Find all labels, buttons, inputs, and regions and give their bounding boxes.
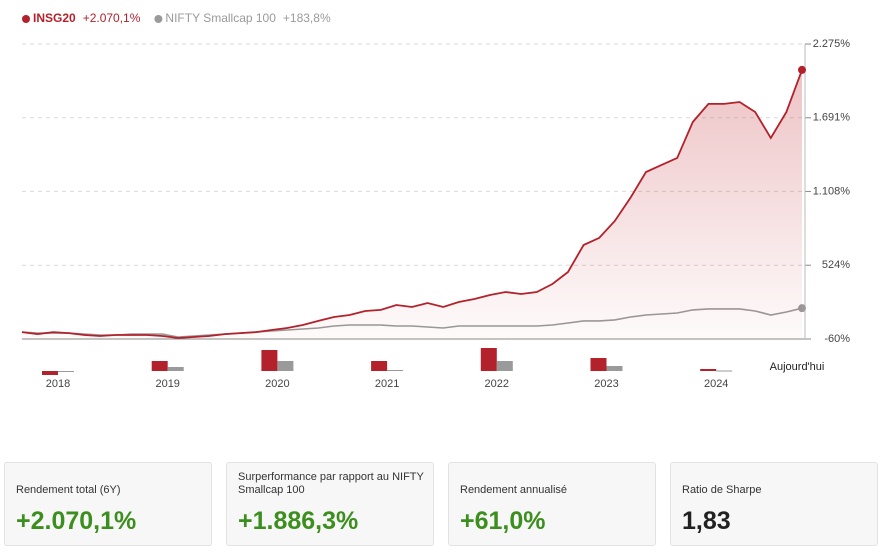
x-tick-label: 2023: [594, 378, 618, 390]
annual-bar: [261, 350, 278, 371]
annual-bar: [371, 361, 388, 371]
y-tick-label: 524%: [822, 259, 850, 271]
legend-dot: [22, 15, 30, 23]
stat-value: +61,0%: [460, 507, 546, 535]
stat-label: Surperformance par rapport au NIFTY Smal…: [238, 471, 424, 496]
line: [21, 69, 803, 339]
stat-label: Ratio de Sharpe: [682, 484, 762, 496]
stat-card: Ratio de Sharpe 1,83: [670, 462, 878, 546]
annual-bar: [58, 371, 74, 372]
legend-dot: [154, 15, 163, 23]
stat-value: +2.070,1%: [16, 507, 137, 535]
stat-label: Rendement total (6Y): [16, 484, 121, 496]
annual-bar: [387, 370, 404, 371]
end-point: [798, 65, 806, 74]
annual-bar: [167, 367, 184, 371]
annual-bar: [606, 366, 623, 371]
x-tick-label: 2019: [155, 378, 179, 390]
stat-label: Rendement annualisé: [460, 484, 568, 496]
annual-bar: [716, 370, 733, 372]
stat-card: Rendement total (6Y) +2.070,1%: [4, 462, 212, 546]
annual-bar: [151, 361, 168, 371]
x-tick-label: 2018: [46, 378, 70, 390]
y-tick-label: 1.691%: [813, 112, 851, 124]
x-tick-label: 2022: [485, 378, 509, 390]
stat-value: +1.886,3%: [238, 507, 359, 535]
x-tick-label: 2021: [375, 378, 399, 390]
legend-name: INSG20: [33, 11, 76, 25]
annual-bar: [42, 371, 58, 375]
x-tick-label: 2020: [265, 378, 289, 390]
stat-cards: Rendement total (6Y) +2.070,1% Surperforma…: [0, 462, 886, 548]
legend-name: NIFTY Smallcap 100: [165, 11, 276, 25]
annual-bar: [277, 361, 294, 371]
y-tick-label: 1.108%: [813, 185, 851, 197]
end-label: Aujourd'hui: [770, 361, 825, 373]
annual-bar: [496, 361, 513, 371]
legend-change: +183,8%: [283, 11, 331, 25]
legend: INSG20 +2.070,1% NIFTY Smallcap 100 +183,8%: [22, 11, 331, 25]
y-tick-label: -60%: [824, 333, 850, 345]
stat-value: 1,83: [682, 507, 731, 535]
annual-bar: [590, 358, 607, 371]
legend-change: +2.070,1%: [83, 11, 141, 25]
y-tick-label: 2.275%: [813, 38, 851, 50]
annual-bar: [480, 348, 497, 371]
stat-card: Surperformance par rapport au NIFTY Smal…: [226, 462, 434, 546]
stat-card: Rendement annualisé +61,0%: [448, 462, 656, 546]
chart: INSG20 +2.070,1% NIFTY Smallcap 100 +183,8%…: [21, 11, 851, 390]
area: [22, 69, 802, 340]
x-tick-label: 2024: [704, 378, 728, 390]
annual-bar: [700, 369, 717, 371]
